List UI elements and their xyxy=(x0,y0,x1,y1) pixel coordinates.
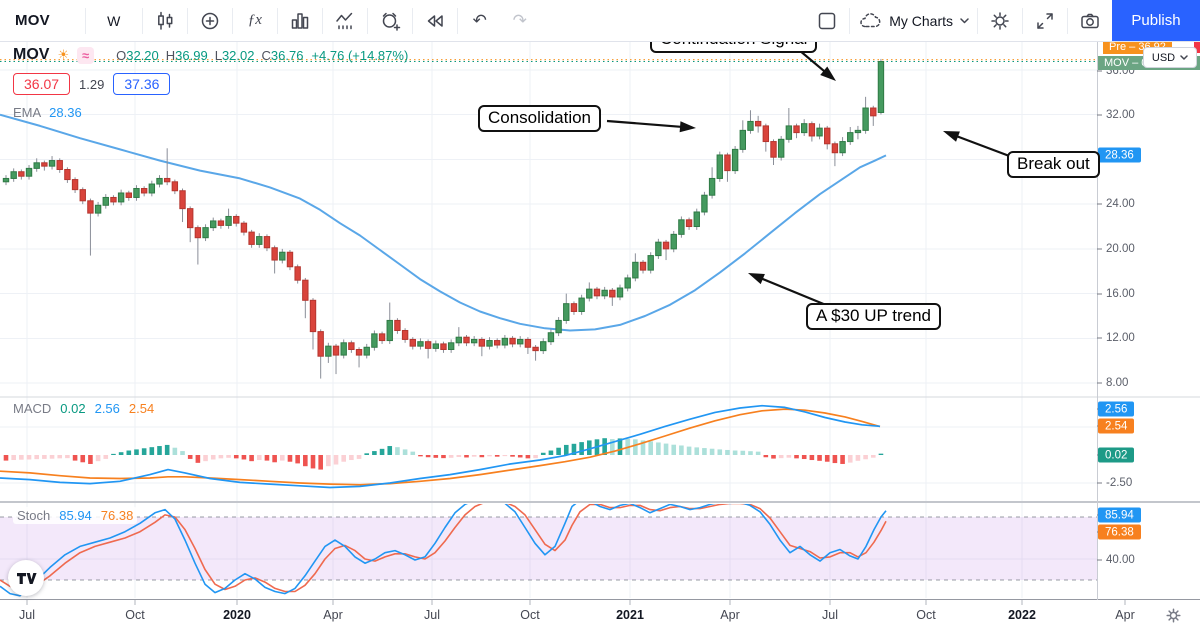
spread-value: 1.29 xyxy=(79,76,105,92)
ema-label: EMA xyxy=(13,105,42,120)
ohlc-values: O32.20 H36.99 L32.02 C36.76 xyxy=(116,48,303,63)
time-axis[interactable]: Jul Oct 2020 Apr Jul Oct 2021 Apr Jul Oct 2022 Apr xyxy=(0,600,1200,633)
divider xyxy=(411,7,413,34)
stoch-label: Stoch xyxy=(17,508,51,523)
redo-icon: ↷ xyxy=(512,11,527,30)
time-label: Jul xyxy=(19,608,35,622)
time-label: Apr xyxy=(720,608,740,622)
price-tick: 16.00 xyxy=(1106,288,1135,300)
divider xyxy=(1022,7,1023,34)
time-label: 2022 xyxy=(1008,608,1036,622)
annotation-callout[interactable]: Consolidation xyxy=(478,105,602,132)
macd-legend[interactable]: MACD 0.02 2.56 2.54 xyxy=(13,401,154,416)
replay-icon[interactable] xyxy=(422,6,448,36)
divider xyxy=(366,7,368,34)
axis-value-label: 2.56 xyxy=(1098,401,1135,417)
stoch-d-value: 76.38 xyxy=(100,508,134,523)
extended-hours-icon: ≈ xyxy=(77,46,95,64)
axis-value-label: 2.54 xyxy=(1098,418,1135,434)
symbol-search-button[interactable]: MOV xyxy=(15,12,50,29)
price-tick: 40.00 xyxy=(1106,554,1135,566)
axis-value-label: 85.94 xyxy=(1098,507,1141,523)
price-tick: 20.00 xyxy=(1106,243,1135,255)
top-toolbar: MOV W ƒx ↶ ↷ xyxy=(0,0,1200,42)
axis-value-label: 28.36 xyxy=(1098,147,1141,163)
fullscreen-icon[interactable] xyxy=(1032,6,1058,36)
time-label: Jul xyxy=(424,608,440,622)
ohlc-item: C36.76 xyxy=(261,47,304,63)
axis-value-label: 0.02 xyxy=(1098,447,1135,463)
premarket-sun-icon: ☀ xyxy=(57,47,70,62)
timezone-settings-icon[interactable] xyxy=(1165,607,1182,629)
price-tick: 32.00 xyxy=(1106,109,1135,121)
undo-icon[interactable]: ↶ xyxy=(472,11,487,30)
price-axis[interactable]: 36.00 32.00 24.00 20.00 16.00 12.00 8.00 -2.50 4… xyxy=(1097,40,1200,600)
indicators-icon[interactable]: ƒx xyxy=(247,12,262,28)
publish-button[interactable]: Publish xyxy=(1112,0,1200,41)
change-value: +4.76 (+14.87%) xyxy=(311,47,409,63)
divider xyxy=(141,7,143,34)
countdown-sliver xyxy=(1194,39,1200,53)
chart-style-icon[interactable] xyxy=(152,6,178,36)
price-tick: 12.00 xyxy=(1106,332,1135,344)
price-tick: -2.50 xyxy=(1106,477,1133,489)
sell-button[interactable]: 36.07 xyxy=(13,73,71,95)
divider xyxy=(276,7,278,34)
legend-symbol: MOV xyxy=(13,46,50,63)
snapshot-camera-icon[interactable] xyxy=(1077,6,1103,36)
time-label: 2020 xyxy=(223,608,251,622)
indicator-templates-icon[interactable] xyxy=(287,6,313,36)
layout-icon[interactable] xyxy=(814,6,840,36)
bid-ask-row: 36.07 1.29 37.36 xyxy=(13,73,171,95)
macd-hist-value: 0.02 xyxy=(60,401,86,416)
divider xyxy=(321,7,323,34)
time-label: Apr xyxy=(1115,608,1135,622)
ohlc-item: O32.20 xyxy=(116,47,159,63)
macd-line-value: 2.56 xyxy=(94,401,120,416)
annotation-callout[interactable]: Break out xyxy=(1007,151,1100,178)
patterns-icon[interactable] xyxy=(332,6,358,36)
divider xyxy=(849,7,851,34)
stoch-legend[interactable]: Stoch 85.94 76.38 xyxy=(13,507,138,524)
currency-label: USD xyxy=(1151,51,1176,64)
alert-icon[interactable] xyxy=(377,6,403,36)
ema-legend[interactable]: EMA 28.36 xyxy=(13,105,82,120)
annotation-callout[interactable]: A $30 UP trend xyxy=(806,303,941,330)
divider xyxy=(231,7,233,34)
divider xyxy=(1067,7,1068,34)
time-label: Oct xyxy=(125,608,145,622)
price-tick: 8.00 xyxy=(1106,377,1129,389)
price-tick: 24.00 xyxy=(1106,198,1135,210)
compare-icon[interactable] xyxy=(197,6,223,36)
buy-button[interactable]: 37.36 xyxy=(113,73,171,95)
axis-value-label: 76.38 xyxy=(1098,524,1141,540)
ohlc-item: L32.02 xyxy=(214,47,255,63)
time-label: Oct xyxy=(916,608,936,622)
ema-value: 28.36 xyxy=(49,105,82,120)
divider xyxy=(977,7,978,34)
divider xyxy=(456,7,458,34)
currency-dropdown[interactable]: USD xyxy=(1143,47,1197,68)
time-label: Oct xyxy=(520,608,540,622)
stoch-k-value: 85.94 xyxy=(59,508,92,523)
time-label: Apr xyxy=(323,608,343,622)
my-charts-button[interactable]: My Charts xyxy=(850,0,977,41)
symbol-legend[interactable]: MOV ☀ ≈ O32.20 H36.99 L32.02 C36.76 +4.76 (… xyxy=(13,46,408,64)
time-label: Jul xyxy=(822,608,838,622)
time-label: 2021 xyxy=(616,608,644,622)
macd-label: MACD xyxy=(13,401,52,416)
tradingview-logo[interactable] xyxy=(8,560,44,596)
ohlc-item: H36.99 xyxy=(165,47,208,63)
settings-gear-icon[interactable] xyxy=(987,6,1013,36)
divider xyxy=(186,7,188,34)
macd-signal-value: 2.54 xyxy=(128,401,155,416)
my-charts-label: My Charts xyxy=(889,12,953,29)
divider xyxy=(84,7,86,34)
interval-button[interactable]: W xyxy=(107,12,121,29)
